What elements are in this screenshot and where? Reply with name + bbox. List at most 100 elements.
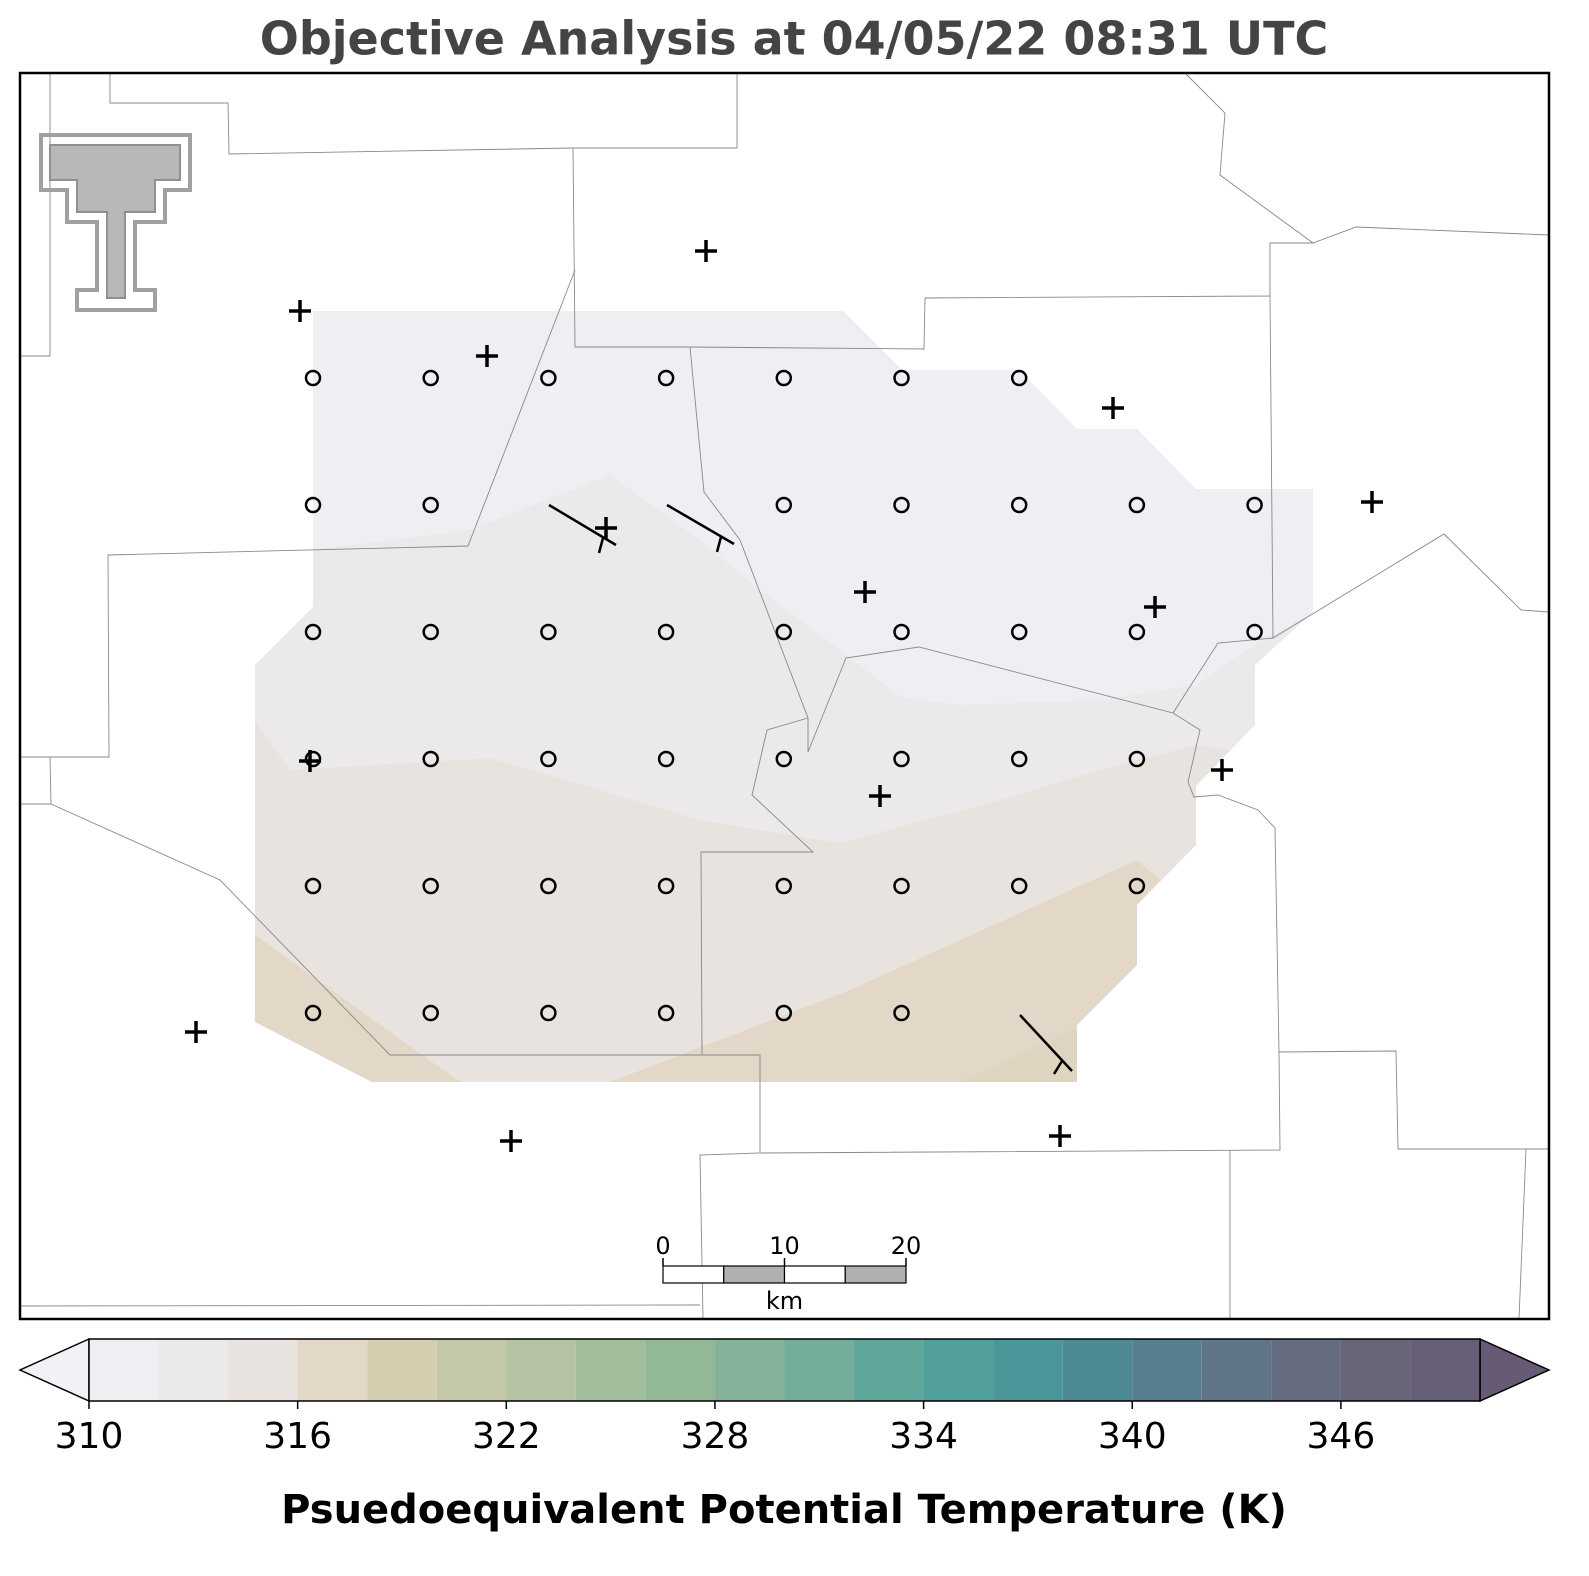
wind-barb bbox=[666, 503, 735, 546]
station bbox=[476, 345, 498, 367]
grid-point bbox=[304, 623, 322, 641]
colorbar-box bbox=[784, 1339, 855, 1401]
colorbar-tick-label: 316 bbox=[263, 1416, 332, 1457]
grid-point bbox=[304, 1004, 322, 1022]
grid-point bbox=[304, 877, 322, 895]
scale-unit: km bbox=[766, 1287, 803, 1315]
contour-fills bbox=[255, 311, 1313, 1082]
colorbar-tick-label: 340 bbox=[1098, 1416, 1167, 1457]
boundary bbox=[689, 346, 815, 1056]
boundary bbox=[1518, 1148, 1527, 1320]
colorbar-box bbox=[1062, 1339, 1133, 1401]
grid-point bbox=[657, 1004, 675, 1022]
grid-point bbox=[540, 623, 557, 641]
colorbar-box bbox=[714, 1339, 785, 1401]
grid-point bbox=[304, 369, 322, 387]
grid-point bbox=[893, 496, 910, 514]
grid-point bbox=[775, 877, 793, 895]
grid-point bbox=[775, 369, 793, 387]
grid-point bbox=[893, 623, 910, 641]
map-frame bbox=[18, 71, 1551, 1321]
station bbox=[869, 785, 891, 807]
grid-point bbox=[1246, 496, 1263, 514]
grid-point bbox=[775, 1004, 793, 1022]
colorbar-box bbox=[158, 1339, 229, 1401]
colorbar-tick-label: 322 bbox=[472, 1416, 541, 1457]
wind-barb bbox=[548, 503, 617, 547]
boundary bbox=[20, 73, 51, 357]
grid-point bbox=[657, 369, 675, 387]
grid-point bbox=[1010, 496, 1028, 514]
grid-point bbox=[422, 877, 439, 895]
grid-point bbox=[657, 877, 675, 895]
grid-point bbox=[540, 750, 557, 768]
wind-barb bbox=[1052, 1060, 1064, 1075]
colorbar-box bbox=[1410, 1339, 1480, 1401]
scale-segment bbox=[723, 1265, 786, 1284]
grid-point bbox=[1246, 623, 1263, 641]
grid-point bbox=[540, 369, 557, 387]
colorbar-box bbox=[367, 1339, 437, 1401]
grid-point bbox=[1128, 496, 1146, 514]
station bbox=[854, 581, 876, 603]
logo-shape bbox=[49, 144, 181, 299]
station bbox=[595, 517, 617, 539]
colorbar-box bbox=[993, 1339, 1063, 1401]
colorbar-tick-label: 334 bbox=[889, 1416, 958, 1457]
grid-point bbox=[1128, 877, 1146, 895]
colorbar-box bbox=[575, 1339, 646, 1401]
contour-region bbox=[610, 860, 1160, 1082]
colorbar-box bbox=[1271, 1339, 1341, 1401]
station bbox=[1049, 1125, 1071, 1147]
scale-segment bbox=[783, 1265, 846, 1284]
boundary bbox=[1269, 295, 1274, 639]
boundary bbox=[807, 646, 1549, 1150]
colorbar-box bbox=[228, 1339, 298, 1401]
boundary bbox=[20, 269, 576, 758]
colorbar-box bbox=[297, 1339, 368, 1401]
grid-point bbox=[422, 623, 439, 641]
boundary bbox=[109, 73, 738, 155]
grid-point bbox=[1128, 623, 1146, 641]
grid-point bbox=[657, 623, 675, 641]
boundary bbox=[759, 1051, 1281, 1154]
contour-region bbox=[255, 935, 460, 1082]
scale-segment bbox=[662, 1265, 725, 1284]
grid-point bbox=[1010, 369, 1028, 387]
grid-point bbox=[1010, 623, 1028, 641]
colorbar-tick-label: 346 bbox=[1307, 1416, 1376, 1457]
boundary bbox=[1184, 72, 1314, 244]
scale-segment bbox=[844, 1265, 907, 1284]
colorbar-tick-label: 310 bbox=[55, 1416, 124, 1457]
colorbar-box bbox=[645, 1339, 715, 1401]
boundary bbox=[19, 1304, 701, 1307]
grid-point bbox=[304, 750, 322, 768]
wind-barb bbox=[597, 537, 605, 554]
boundaries bbox=[19, 72, 1550, 1320]
colorbar-label: Psuedoequivalent Potential Temperature (… bbox=[281, 1487, 1287, 1533]
grid-point bbox=[657, 750, 675, 768]
station bbox=[695, 240, 717, 262]
station bbox=[185, 1021, 207, 1043]
grid-point bbox=[893, 369, 910, 387]
colorbar-box bbox=[89, 1339, 159, 1401]
scale-bar: 0 10 20 km bbox=[655, 1232, 921, 1315]
grid-point bbox=[893, 1004, 910, 1022]
scale-tick-label: 10 bbox=[769, 1232, 800, 1260]
logo bbox=[39, 133, 192, 312]
contour-region bbox=[313, 311, 1313, 705]
colorbar-tick-label: 328 bbox=[681, 1416, 750, 1457]
station bbox=[1144, 596, 1166, 618]
grid-point bbox=[775, 750, 793, 768]
grid-point bbox=[775, 623, 793, 641]
colorbar-box bbox=[854, 1339, 924, 1401]
station bbox=[289, 300, 311, 322]
colorbar-outline bbox=[88, 1338, 1481, 1402]
boundary bbox=[572, 147, 1550, 350]
logo-shape bbox=[39, 133, 192, 312]
colorbar-under bbox=[18, 1337, 90, 1403]
grid-points bbox=[185, 240, 1383, 1152]
wind-barbs bbox=[548, 503, 1073, 1075]
station bbox=[1102, 397, 1124, 419]
